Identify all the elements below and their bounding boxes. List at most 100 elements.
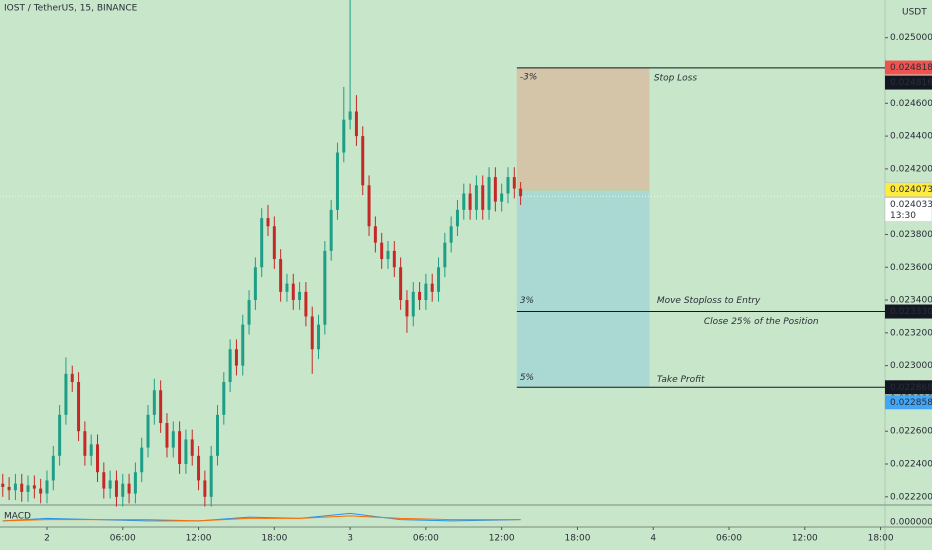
annotation: Close 25% of the Position <box>704 317 819 327</box>
candle-body <box>266 218 270 227</box>
candle-body <box>133 472 137 494</box>
candle-body <box>506 177 510 194</box>
candle-body <box>39 488 43 494</box>
candle-body <box>405 300 409 317</box>
candle-body <box>209 455 213 497</box>
price-label: 0.024818 <box>890 63 932 73</box>
y-tick-label: 0.023200 <box>890 328 932 338</box>
macd-label: MACD <box>4 512 31 522</box>
candle-body <box>348 111 352 120</box>
y-tick-label: 0.022400 <box>890 460 932 470</box>
price-label: 0.024033 <box>890 200 932 210</box>
profit-zone <box>516 189 650 388</box>
candle-body <box>424 283 428 301</box>
macd-signal-line <box>2 515 521 522</box>
candle-body <box>310 316 314 350</box>
candle-body <box>298 291 302 301</box>
candle-body <box>512 177 516 189</box>
candle-body <box>373 226 377 243</box>
y-tick-label: 0.023400 <box>890 296 932 306</box>
candle-body <box>222 382 226 415</box>
candle-body <box>234 349 238 366</box>
candle-body <box>291 283 295 301</box>
candle-body <box>367 185 371 227</box>
candle-body <box>437 267 441 292</box>
candle-body <box>64 373 68 415</box>
x-tick-label: 3 <box>347 534 353 544</box>
macd-tick-label: 0.000000 <box>890 518 932 528</box>
price-label: 0.024816 <box>890 78 932 88</box>
candle-body <box>70 373 74 383</box>
candle-body <box>335 152 339 210</box>
annotation: -3% <box>520 72 538 82</box>
price-label: 0.024073 <box>890 185 932 195</box>
price-label-box <box>885 380 932 395</box>
loss-zone <box>516 67 650 190</box>
candle-body <box>474 185 478 210</box>
price-label: 0.022858 <box>890 398 932 408</box>
candle-body <box>272 226 276 260</box>
candle-body <box>96 444 100 473</box>
x-tick-label: 18:00 <box>261 534 287 544</box>
candle-body <box>228 349 232 383</box>
candle-body <box>443 242 447 268</box>
candle-body <box>342 119 346 153</box>
candle-body <box>354 111 358 137</box>
candle-body <box>304 291 308 317</box>
candle-body <box>500 193 504 202</box>
candle-body <box>462 193 466 210</box>
candle-body <box>519 188 523 197</box>
candle-body <box>165 423 169 448</box>
candle-body <box>114 480 118 497</box>
candle-body <box>146 414 150 448</box>
candle-body <box>399 267 403 301</box>
candle-body <box>493 177 497 202</box>
candle-body <box>26 485 30 492</box>
candle-body <box>203 480 207 497</box>
candle-body <box>171 431 175 448</box>
y-tick-label: 0.024200 <box>890 164 932 174</box>
x-tick-label: 18:00 <box>868 534 894 544</box>
annotation: 5% <box>520 373 534 383</box>
x-tick-label: 12:00 <box>489 534 515 544</box>
candle-body <box>152 390 156 415</box>
candle-body <box>317 324 321 350</box>
y-tick-label: 0.023800 <box>890 230 932 240</box>
candle-body <box>418 291 422 301</box>
candle-body <box>247 300 251 325</box>
candle-body <box>32 485 36 489</box>
candle-body <box>121 483 125 497</box>
candle-body <box>329 209 333 251</box>
candle-body <box>20 483 24 492</box>
candle-body <box>279 259 283 292</box>
annotation: Take Profit <box>657 375 705 385</box>
annotation: Stop Loss <box>654 73 698 83</box>
price-label-box <box>885 60 932 75</box>
candle-body <box>215 414 219 456</box>
candle-body <box>58 414 62 456</box>
y-tick-label: 0.024600 <box>890 99 932 109</box>
candle-body <box>184 439 188 465</box>
candle-body <box>7 486 11 491</box>
candle-body <box>323 250 327 325</box>
x-tick-label: 12:00 <box>792 534 818 544</box>
candle-body <box>45 480 49 494</box>
candle-body <box>361 136 365 186</box>
candle-body <box>89 444 93 456</box>
x-tick-label: 2 <box>44 534 50 544</box>
y-tick-label: 0.023000 <box>890 361 932 371</box>
candle-body <box>411 291 415 317</box>
candle-body <box>380 242 384 260</box>
candle-body <box>241 324 245 366</box>
candle-body <box>1 483 5 487</box>
candle-body <box>487 177 491 210</box>
price-label: 0.022868 <box>890 383 932 393</box>
candle-body <box>260 218 264 268</box>
candle-body <box>159 390 163 424</box>
x-tick-label: 06:00 <box>413 534 439 544</box>
price-label-box <box>885 304 932 319</box>
candle-body <box>253 267 257 301</box>
candle-body <box>386 250 390 260</box>
x-tick-label: 18:00 <box>564 534 590 544</box>
price-label: 0.023330 <box>890 307 932 317</box>
